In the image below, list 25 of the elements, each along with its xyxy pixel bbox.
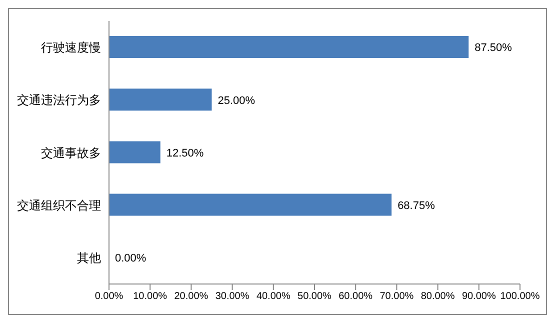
x-tick-label: 40.00% xyxy=(256,291,290,302)
y-tick-label: 交通违法行为多 xyxy=(17,93,101,108)
x-tick-label: 100.00% xyxy=(500,291,540,302)
bar xyxy=(109,36,469,58)
data-label: 68.75% xyxy=(398,200,436,212)
bar xyxy=(109,194,392,216)
x-tick-label: 90.00% xyxy=(462,291,496,302)
data-label: 0.00% xyxy=(115,252,146,265)
x-tick-label: 70.00% xyxy=(380,291,414,302)
data-label: 25.00% xyxy=(218,94,256,107)
x-tick-label: 0.00% xyxy=(94,291,124,302)
bar xyxy=(109,141,160,164)
x-tick-label: 10.00% xyxy=(133,291,168,302)
y-tick-label: 行驶速度慢 xyxy=(41,40,101,55)
x-tick-label: 20.00% xyxy=(174,291,208,302)
data-label: 87.50% xyxy=(474,42,512,54)
x-tick-label: 30.00% xyxy=(215,291,250,302)
data-label: 12.50% xyxy=(166,147,204,160)
bar xyxy=(109,88,212,111)
x-tick-label: 50.00% xyxy=(298,291,332,302)
y-tick-label: 交通组织不合理 xyxy=(17,198,101,212)
y-tick-label: 其他 xyxy=(77,250,101,265)
x-tick-label: 60.00% xyxy=(338,291,373,302)
y-tick-label: 交通事故多 xyxy=(41,146,101,160)
x-tick-label: 80.00% xyxy=(420,291,455,302)
